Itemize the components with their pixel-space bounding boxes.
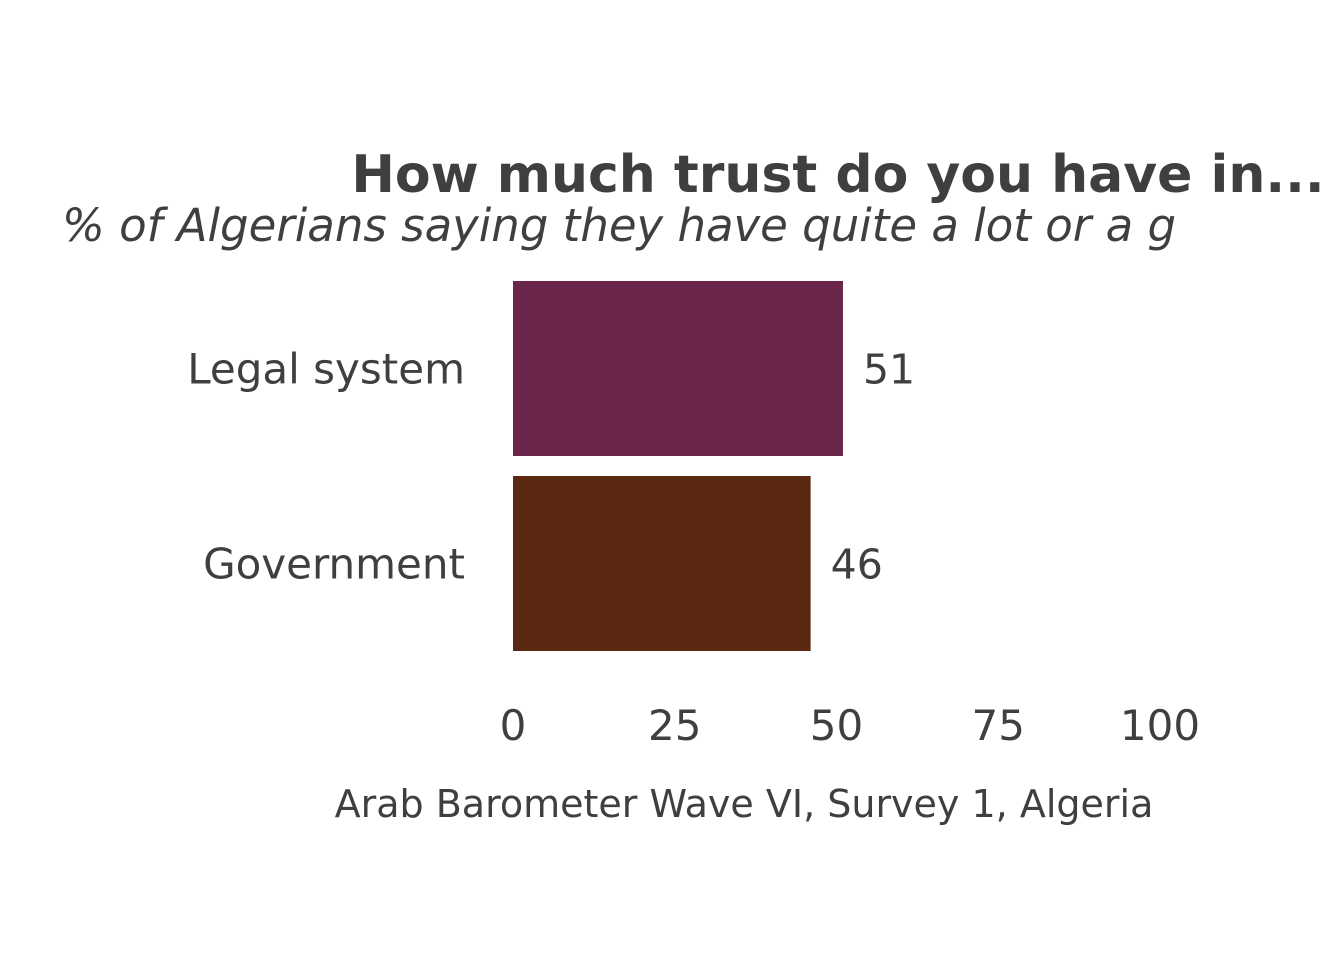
x-tick-label-50: 50 xyxy=(810,701,863,750)
value-label-legal-system: 51 xyxy=(863,346,915,394)
category-label-legal-system: Legal system xyxy=(187,345,465,394)
chart-title: How much trust do you have in... xyxy=(351,145,1324,205)
x-tick-label-100: 100 xyxy=(1120,701,1200,750)
chart-caption: Arab Barometer Wave VI, Survey 1, Algeri… xyxy=(335,782,1154,826)
x-axis-ticks: 0 25 50 75 100 xyxy=(500,701,1200,750)
bar-government xyxy=(513,476,811,651)
value-label-government: 46 xyxy=(831,541,883,589)
category-label-government: Government xyxy=(203,540,465,589)
x-tick-label-0: 0 xyxy=(500,701,527,750)
bars-layer: Legal system 51 Government 46 xyxy=(187,281,915,651)
x-tick-label-75: 75 xyxy=(972,701,1025,750)
chart-subtitle: % of Algerians saying they have quite a … xyxy=(62,199,1176,252)
x-tick-label-25: 25 xyxy=(648,701,701,750)
bar-legal-system xyxy=(513,281,843,456)
